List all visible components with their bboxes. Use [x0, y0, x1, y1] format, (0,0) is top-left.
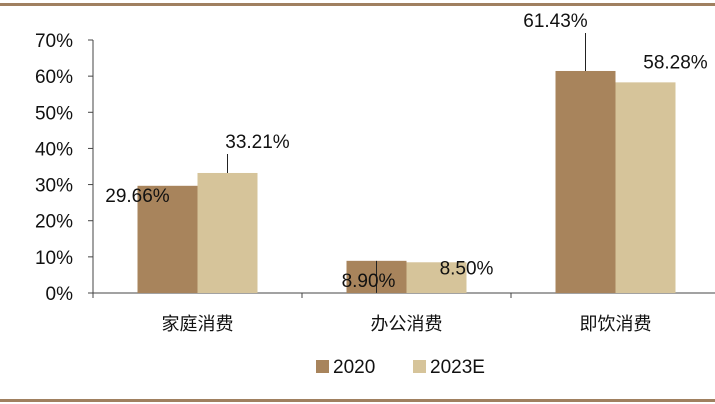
bar-2023E — [406, 262, 467, 293]
y-tick-label: 70% — [35, 31, 73, 52]
bar-2023E — [197, 172, 258, 293]
data-label: 29.66% — [105, 186, 170, 207]
legend-label: 2023E — [430, 357, 485, 378]
bar-2023E — [615, 82, 676, 293]
top-rule — [0, 3, 715, 6]
data-label: 61.43% — [523, 11, 588, 32]
data-label: 33.21% — [225, 132, 290, 153]
y-tick-label: 30% — [35, 176, 73, 197]
y-tick-label: 40% — [35, 139, 73, 160]
y-tick-label: 10% — [35, 248, 73, 269]
x-category-label: 办公消费 — [371, 314, 443, 335]
y-tick-label: 50% — [35, 103, 73, 124]
bar-2020 — [555, 70, 616, 293]
y-tick-label: 60% — [35, 67, 73, 88]
data-label: 58.28% — [643, 52, 708, 73]
data-label: 8.90% — [342, 271, 396, 292]
data-label: 8.50% — [440, 258, 494, 279]
x-category-label: 家庭消费 — [162, 314, 234, 335]
x-category-label: 即饮消费 — [580, 314, 652, 335]
y-tick-label: 20% — [35, 212, 73, 233]
bottom-rule — [0, 399, 715, 402]
y-tick-label: 0% — [46, 284, 74, 305]
legend-swatch — [413, 360, 426, 373]
legend-label: 2020 — [333, 357, 375, 378]
bar-2020 — [137, 185, 198, 293]
legend-swatch — [316, 360, 329, 373]
